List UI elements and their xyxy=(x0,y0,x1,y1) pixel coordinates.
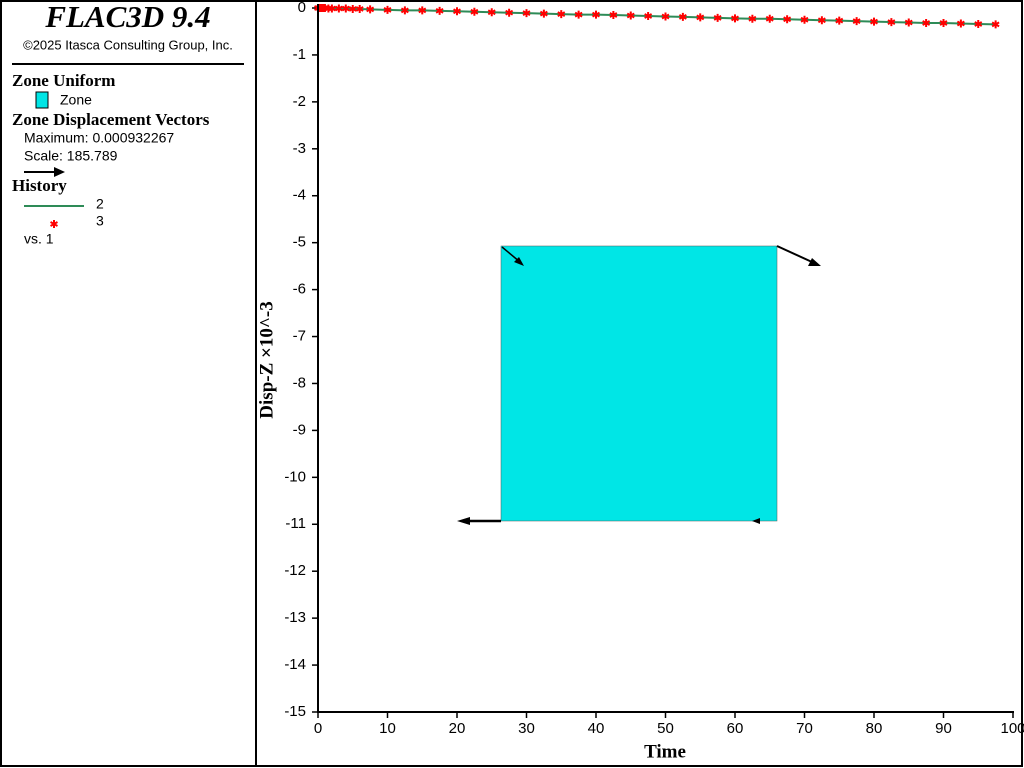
x-tick-label: 30 xyxy=(518,720,535,737)
x-tick-label: 80 xyxy=(866,720,883,737)
series-marker xyxy=(661,12,670,21)
series-marker xyxy=(355,4,364,13)
vector-head xyxy=(514,257,524,266)
plot-area: 0 -1 -2 -3 -4 -5 -6 -7 -8 -9 -10 -11 -12 -13 -14 -15 0 10… xyxy=(284,0,1024,737)
zone-swatch xyxy=(35,91,49,109)
y-tick-label: -2 xyxy=(293,93,306,110)
zone-block xyxy=(500,245,778,522)
legend-marker xyxy=(50,220,58,228)
vector-head xyxy=(457,517,470,525)
series-marker xyxy=(366,5,375,14)
series-marker xyxy=(435,6,444,15)
y-tick-label: -3 xyxy=(293,140,306,157)
series-marker xyxy=(835,16,844,25)
series-marker xyxy=(731,14,739,23)
y-tick-label: -9 xyxy=(293,421,306,438)
y-tick-label: -15 xyxy=(284,703,306,720)
series-marker xyxy=(974,19,983,28)
legend-label: 2 xyxy=(96,196,104,212)
series-marker xyxy=(644,11,653,20)
zone-item: Zone xyxy=(60,92,92,108)
y-tick-label: -1 xyxy=(293,46,306,63)
series-marker xyxy=(800,15,809,24)
y-tick-label: -5 xyxy=(293,234,306,251)
x-tick-label: 90 xyxy=(935,720,952,737)
y-tick-label: -10 xyxy=(284,468,306,485)
vectors-heading: Zone Displacement Vectors xyxy=(12,110,210,129)
series-marker xyxy=(574,10,583,19)
series-marker xyxy=(453,7,461,16)
series-marker xyxy=(922,19,931,28)
series-marker xyxy=(470,7,479,16)
series-line xyxy=(318,7,996,26)
series-marker xyxy=(765,14,774,23)
series-marker xyxy=(341,4,350,13)
y-tick-label: -8 xyxy=(293,374,306,391)
series-marker xyxy=(400,6,409,15)
series-marker xyxy=(383,5,392,14)
history-vs: vs. 1 xyxy=(24,231,54,247)
x-tick-label: 10 xyxy=(379,720,396,737)
x-axis-title: Time xyxy=(644,741,686,762)
legend: 23 xyxy=(24,196,104,229)
vectors-max: Maximum: 0.000932267 xyxy=(24,130,174,146)
app-title: FLAC3D 9.4 xyxy=(44,0,210,34)
series-marker xyxy=(783,15,792,24)
x-tick-label: 100 xyxy=(1000,720,1024,737)
y-tick-label: -14 xyxy=(284,656,306,673)
vector-icon-head xyxy=(54,167,65,177)
vector-head xyxy=(752,518,760,524)
series-marker xyxy=(609,11,618,20)
series-marker xyxy=(505,8,514,17)
y-tick-label: -6 xyxy=(293,281,306,298)
series-marker xyxy=(592,10,600,19)
series-marker xyxy=(539,9,548,18)
x-tick-label: 40 xyxy=(588,720,605,737)
series-marker xyxy=(852,17,861,26)
series-marker xyxy=(904,18,913,27)
history-heading: History xyxy=(12,176,67,195)
series-marker xyxy=(887,18,896,27)
series-marker xyxy=(418,6,427,15)
y-tick-label: 0 xyxy=(298,0,306,16)
y-tick-label: -12 xyxy=(284,562,306,579)
series-marker xyxy=(557,10,566,19)
series-marker xyxy=(696,13,705,22)
x-tick-label: 70 xyxy=(796,720,813,737)
series-marker xyxy=(522,9,531,18)
series-marker xyxy=(327,4,336,13)
copyright: ©2025 Itasca Consulting Group, Inc. xyxy=(23,37,233,52)
series-marker xyxy=(817,16,826,25)
series-marker xyxy=(956,19,965,28)
series-marker xyxy=(487,8,496,17)
series-marker xyxy=(748,14,757,23)
series-marker xyxy=(334,4,343,13)
y-tick-label: -11 xyxy=(285,515,306,532)
series-marker xyxy=(678,12,687,21)
x-tick-label: 50 xyxy=(657,720,674,737)
vectors-scale: Scale: 185.789 xyxy=(24,148,118,164)
series-marker xyxy=(626,11,635,20)
legend-label: 3 xyxy=(96,213,104,229)
vector xyxy=(776,245,813,263)
zone-heading: Zone Uniform xyxy=(12,71,115,90)
series-marker xyxy=(713,13,722,22)
x-tick-label: 20 xyxy=(449,720,466,737)
y-axis-title: Disp-Z ×10^-3 xyxy=(256,301,277,418)
series-marker xyxy=(870,17,878,26)
series-marker xyxy=(348,4,357,13)
vector-head xyxy=(808,258,821,266)
x-tick-label: 0 xyxy=(314,720,322,737)
y-tick-label: -13 xyxy=(284,609,306,626)
x-tick-label: 60 xyxy=(727,720,744,737)
series-marker xyxy=(991,20,1000,29)
y-tick-label: -7 xyxy=(293,328,306,345)
y-tick-label: -4 xyxy=(293,187,306,204)
series-marker xyxy=(939,19,948,28)
